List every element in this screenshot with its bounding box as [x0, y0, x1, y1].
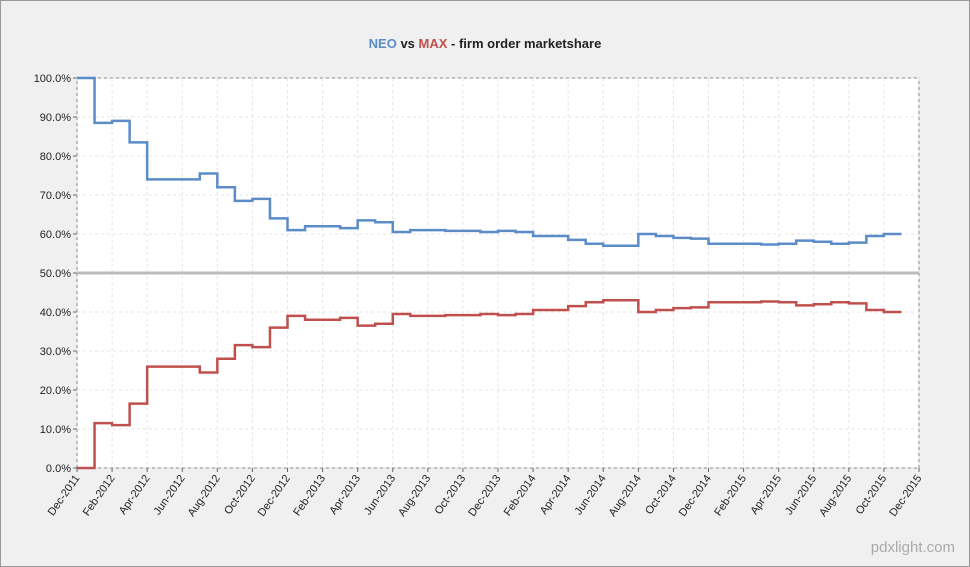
y-tick-label: 60.0%	[40, 229, 71, 241]
y-tick-label: 90.0%	[40, 112, 71, 124]
chart-title: NEO vs MAX - firm order marketshare	[369, 36, 602, 51]
y-tick-label: 10.0%	[40, 424, 71, 436]
series-line	[77, 76, 902, 247]
y-tick-label: 50.0%	[40, 268, 71, 280]
series-line	[77, 299, 902, 470]
title-part: - firm order marketshare	[447, 36, 601, 51]
y-tick-label: 20.0%	[40, 385, 71, 397]
title-part: NEO	[369, 36, 397, 51]
y-tick-label: 80.0%	[40, 151, 71, 163]
y-tick-label: 70.0%	[40, 190, 71, 202]
title-part: MAX	[419, 36, 448, 51]
y-tick-label: 40.0%	[40, 307, 71, 319]
title-part: vs	[397, 36, 419, 51]
y-tick-label: 100.0%	[34, 73, 72, 85]
watermark: pdxlight.com	[871, 539, 955, 556]
y-tick-label: 0.0%	[46, 463, 71, 475]
y-tick-label: 30.0%	[40, 346, 71, 358]
